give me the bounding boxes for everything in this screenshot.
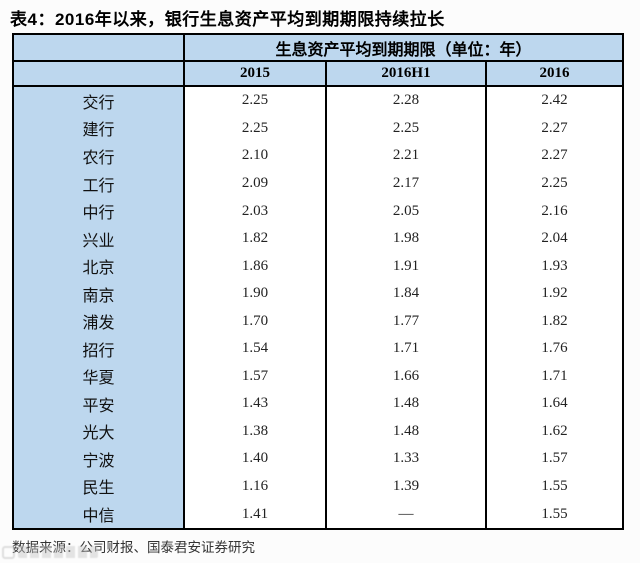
value-cell-2016: 1.57 [484, 445, 625, 473]
value-cell-2016h1: 1.98 [325, 224, 487, 253]
value-cell-2015: 1.16 [183, 472, 327, 501]
bank-name-cell: 中行 [12, 197, 185, 225]
table-row: 中信 1.41 — 1.55 [12, 500, 625, 530]
bank-name-cell: 平安 [12, 390, 185, 418]
bank-name-cell: 民生 [12, 472, 185, 501]
value-cell-2016h1: 1.33 [325, 445, 487, 473]
value-cell-2016: 2.42 [484, 86, 625, 115]
value-cell-2016h1: — [325, 500, 487, 530]
column-header-2016: 2016 [484, 61, 625, 87]
merged-header-cell: 生息资产平均到期期限（单位：年） [182, 33, 625, 62]
value-cell-2015: 1.43 [183, 390, 327, 418]
value-cell-2015: 1.38 [183, 417, 327, 446]
value-cell-2015: 1.41 [183, 500, 327, 530]
table-row: 建行 2.25 2.25 2.27 [12, 114, 625, 143]
value-cell-2016: 1.55 [484, 472, 625, 501]
page-title: 表4：2016年以来，银行生息资产平均到期期限持续拉长 [10, 10, 445, 29]
value-cell-2016h1: 2.17 [325, 169, 487, 198]
table-row: 交行 2.25 2.28 2.42 [12, 86, 625, 115]
merged-header-row: 生息资产平均到期期限（单位：年） [12, 33, 625, 62]
bank-column-header [12, 61, 185, 87]
value-cell-2015: 1.90 [183, 279, 327, 308]
bank-name-cell: 招行 [12, 334, 185, 363]
table-row: 华夏 1.57 1.66 1.71 [12, 362, 625, 390]
table-row: 农行 2.10 2.21 2.27 [12, 142, 625, 170]
table-body: 交行 2.25 2.28 2.42 建行 2.25 2.25 2.27 农行 2… [12, 86, 625, 530]
value-cell-2015: 2.25 [183, 114, 327, 143]
table-row: 工行 2.09 2.17 2.25 [12, 169, 625, 198]
bank-name-cell: 建行 [12, 114, 185, 143]
value-cell-2015: 2.25 [183, 86, 327, 115]
value-cell-2016h1: 1.77 [325, 307, 487, 335]
table-row: 兴业 1.82 1.98 2.04 [12, 224, 625, 253]
value-cell-2016h1: 2.05 [325, 197, 487, 225]
value-cell-2015: 1.86 [183, 252, 327, 280]
value-cell-2015: 1.54 [183, 334, 327, 363]
column-header-2015: 2015 [183, 61, 327, 87]
value-cell-2016h1: 2.21 [325, 142, 487, 170]
value-cell-2015: 2.10 [183, 142, 327, 170]
value-cell-2016: 1.93 [484, 252, 625, 280]
value-cell-2016h1: 1.39 [325, 472, 487, 501]
value-cell-2016: 1.55 [484, 500, 625, 530]
bank-name-cell: 北京 [12, 252, 185, 280]
value-cell-2016h1: 1.91 [325, 252, 487, 280]
value-cell-2016h1: 1.48 [325, 390, 487, 418]
value-cell-2016h1: 2.25 [325, 114, 487, 143]
value-cell-2016: 1.62 [484, 417, 625, 446]
value-cell-2016h1: 2.28 [325, 86, 487, 115]
value-cell-2015: 1.57 [183, 362, 327, 390]
table-header: 生息资产平均到期期限（单位：年） 2015 2016H1 2016 [12, 33, 625, 87]
value-cell-2015: 2.03 [183, 197, 327, 225]
table-row: 宁波 1.40 1.33 1.57 [12, 445, 625, 473]
value-cell-2016h1: 1.84 [325, 279, 487, 308]
data-source-note: 数据来源：公司财报、国泰君安证券研究 [12, 540, 255, 555]
maturity-table: 生息资产平均到期期限（单位：年） 2015 2016H1 2016 交行 2.2… [12, 33, 625, 530]
table-row: 平安 1.43 1.48 1.64 [12, 390, 625, 418]
value-cell-2016: 1.82 [484, 307, 625, 335]
corner-cell [12, 33, 185, 62]
table-row: 北京 1.86 1.91 1.93 [12, 252, 625, 280]
table-row: 招行 1.54 1.71 1.76 [12, 334, 625, 363]
column-header-2016h1: 2016H1 [325, 61, 487, 87]
bank-name-cell: 兴业 [12, 224, 185, 253]
bank-name-cell: 中信 [12, 500, 185, 530]
bank-name-cell: 光大 [12, 417, 185, 446]
value-cell-2016: 1.76 [484, 334, 625, 363]
table-row: 光大 1.38 1.48 1.62 [12, 417, 625, 446]
value-cell-2015: 2.09 [183, 169, 327, 198]
value-cell-2015: 1.70 [183, 307, 327, 335]
value-cell-2016: 2.16 [484, 197, 625, 225]
value-cell-2016: 1.64 [484, 390, 625, 418]
value-cell-2015: 1.82 [183, 224, 327, 253]
table-row: 南京 1.90 1.84 1.92 [12, 279, 625, 308]
value-cell-2016: 1.92 [484, 279, 625, 308]
table-row: 中行 2.03 2.05 2.16 [12, 197, 625, 225]
table-row: 浦发 1.70 1.77 1.82 [12, 307, 625, 335]
value-cell-2016: 2.04 [484, 224, 625, 253]
value-cell-2016: 2.27 [484, 142, 625, 170]
value-cell-2015: 1.40 [183, 445, 327, 473]
year-header-row: 2015 2016H1 2016 [12, 61, 625, 87]
value-cell-2016: 1.71 [484, 362, 625, 390]
value-cell-2016: 2.27 [484, 114, 625, 143]
table-row: 民生 1.16 1.39 1.55 [12, 472, 625, 501]
bank-name-cell: 工行 [12, 169, 185, 198]
value-cell-2016h1: 1.66 [325, 362, 487, 390]
bank-name-cell: 南京 [12, 279, 185, 308]
bank-name-cell: 农行 [12, 142, 185, 170]
value-cell-2016h1: 1.48 [325, 417, 487, 446]
value-cell-2016: 2.25 [484, 169, 625, 198]
bank-name-cell: 交行 [12, 86, 185, 115]
value-cell-2016h1: 1.71 [325, 334, 487, 363]
bank-name-cell: 浦发 [12, 307, 185, 335]
bank-name-cell: 宁波 [12, 445, 185, 473]
bank-name-cell: 华夏 [12, 362, 185, 390]
